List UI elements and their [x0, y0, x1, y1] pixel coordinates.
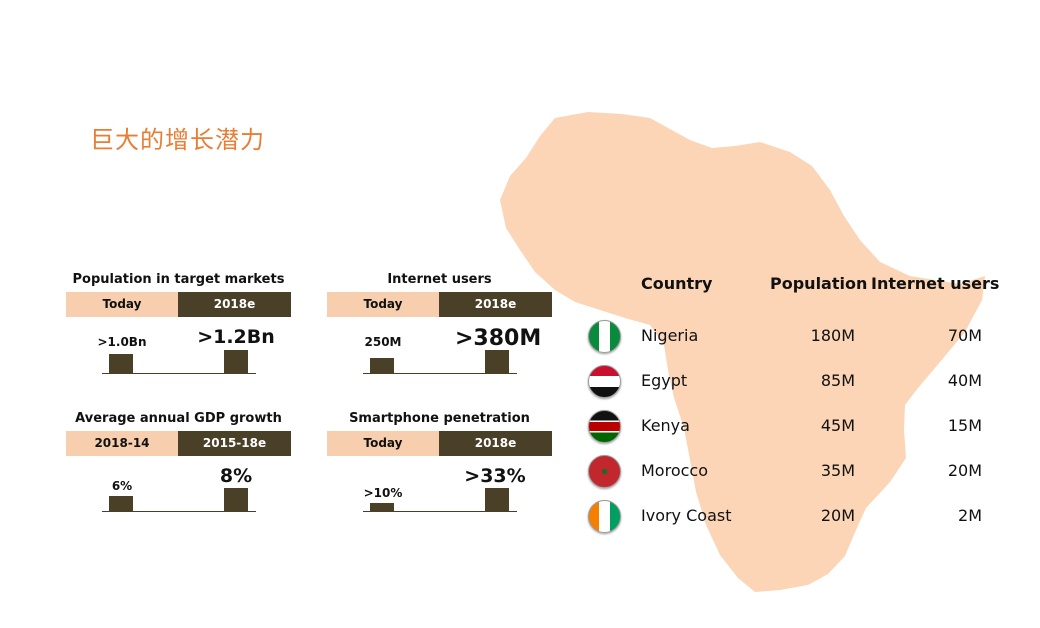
baseline	[102, 373, 256, 374]
left-bar	[370, 358, 394, 373]
nigeria-flag-icon	[588, 320, 621, 353]
right-value-label: >33%	[464, 465, 526, 487]
left-value-label: >10%	[363, 486, 403, 500]
header-internet-users: Internet users	[871, 274, 1000, 293]
population-value: 35M	[820, 461, 855, 480]
panel-col-right: 2015-18e	[178, 431, 291, 456]
header-country: Country	[641, 274, 713, 293]
internet-value: 2M	[958, 506, 982, 525]
right-bar	[485, 350, 509, 373]
panel-title: Smartphone penetration	[349, 411, 530, 426]
left-value-label: >1.0Bn	[97, 335, 147, 349]
egypt-flag-icon	[588, 365, 621, 398]
panel-col-right: 2018e	[439, 292, 552, 317]
table-row: Morocco 35M 20M	[585, 453, 1005, 493]
country-name: Egypt	[641, 371, 688, 390]
panel-col-right: 2018e	[439, 431, 552, 456]
kenya-flag-icon	[588, 410, 621, 443]
country-name: Morocco	[641, 461, 708, 480]
panel-title: Average annual GDP growth	[75, 411, 282, 426]
internet-value: 70M	[947, 326, 982, 345]
morocco-flag-icon	[588, 455, 621, 488]
panel-col-left: 2018-14	[66, 431, 178, 456]
country-name: Ivory Coast	[641, 506, 732, 525]
right-bar	[224, 350, 248, 373]
table-row: Kenya 45M 15M	[585, 408, 1005, 448]
panel-col-left: Today	[327, 431, 439, 456]
country-name: Nigeria	[641, 326, 699, 345]
right-bar	[224, 488, 248, 511]
population-value: 20M	[820, 506, 855, 525]
ivory-coast-flag-icon	[588, 500, 621, 533]
right-bar	[485, 488, 509, 511]
table-row: Ivory Coast 20M 2M	[585, 498, 1005, 538]
population-value: 45M	[820, 416, 855, 435]
table-row: Egypt 85M 40M	[585, 363, 1005, 403]
internet-value: 15M	[947, 416, 982, 435]
baseline	[102, 511, 256, 512]
left-value-label: 6%	[111, 479, 133, 493]
internet-value: 20M	[947, 461, 982, 480]
page-title: 巨大的增长潜力	[90, 126, 265, 154]
right-value-label: 8%	[219, 465, 253, 487]
left-bar	[109, 354, 133, 373]
baseline	[363, 511, 517, 512]
header-population: Population	[770, 274, 868, 293]
table-row: Nigeria 180M 70M	[585, 318, 1005, 358]
left-bar	[370, 503, 394, 511]
panel-col-left: Today	[66, 292, 178, 317]
right-value-label: >380M	[455, 326, 542, 351]
internet-value: 40M	[947, 371, 982, 390]
panel-title: Population in target markets	[72, 272, 285, 287]
population-value: 85M	[820, 371, 855, 390]
panel-col-right: 2018e	[178, 292, 291, 317]
panel-title: Internet users	[387, 272, 492, 287]
panel-col-left: Today	[327, 292, 439, 317]
right-value-label: >1.2Bn	[197, 326, 275, 348]
country-name: Kenya	[641, 416, 690, 435]
left-bar	[109, 496, 133, 511]
baseline	[363, 373, 517, 374]
population-value: 180M	[810, 326, 855, 345]
left-value-label: 250M	[364, 335, 402, 349]
